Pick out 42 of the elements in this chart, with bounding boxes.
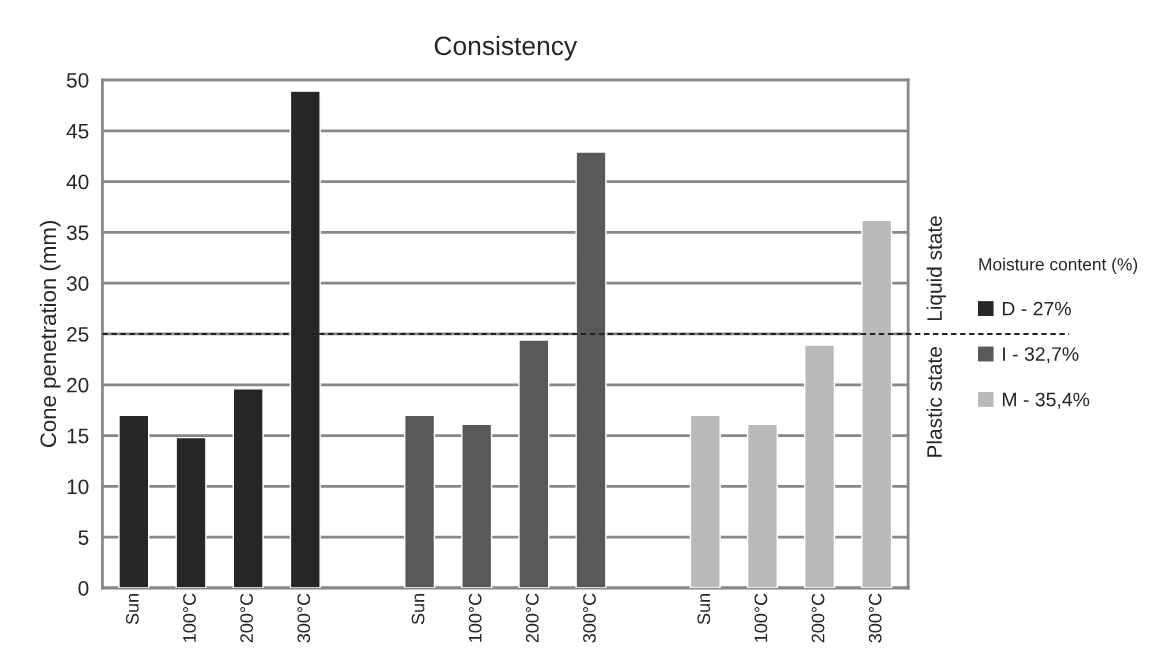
x-tick-label: Sun [697,594,711,625]
y-tick-label: 50 [66,72,89,88]
y-tick-label: 45 [66,123,89,139]
bar [118,414,150,588]
x-tick-label: 300°C [583,593,596,643]
bar [518,339,550,588]
x-tick-label: 100°C [183,593,196,642]
x-tick-label: 200°C [240,593,253,643]
x-tick-label: Sun [125,594,139,625]
x-tick-label: 300°C [868,593,882,643]
x-tick-label: 200°C [811,593,825,643]
bar [175,436,207,588]
x-tick-label: 100°C [754,593,768,642]
text: Plastic state [926,347,942,457]
y-tick-label: 20 [67,377,89,393]
y-tick-label: 30 [66,276,89,291]
legend-title: Moisture content (%) [979,257,1138,274]
bar [404,414,436,588]
bar [461,423,493,588]
y-tick-label: 0 [78,581,89,596]
bar [861,219,893,588]
x-tick-label: 200°C [525,593,539,643]
bar [575,151,607,588]
legend-label: M - 35,4% [1002,392,1090,409]
bar [689,414,721,588]
y-axis-title: Cone penetration (mm) [39,221,61,448]
y-tick-label: 40 [66,174,89,190]
chart-title: Consistency [434,35,578,61]
y-tick-label: 15 [67,428,89,444]
y-tick-label: 25 [67,326,89,342]
legend-label: I - 32,7% [1003,347,1079,364]
legend-label: D - 27% [1002,301,1071,316]
x-tick-label: Sun [411,594,425,625]
text: Liquid state [926,216,947,321]
bar [804,344,836,588]
x-tick-label: 300°C [297,593,311,643]
y-tick-label: 35 [66,225,89,241]
bar [232,388,264,588]
y-tick-label: 5 [78,530,89,545]
y-tick-label: 10 [67,479,89,495]
bar [746,423,778,588]
x-tick-label: 100°C [468,593,482,642]
